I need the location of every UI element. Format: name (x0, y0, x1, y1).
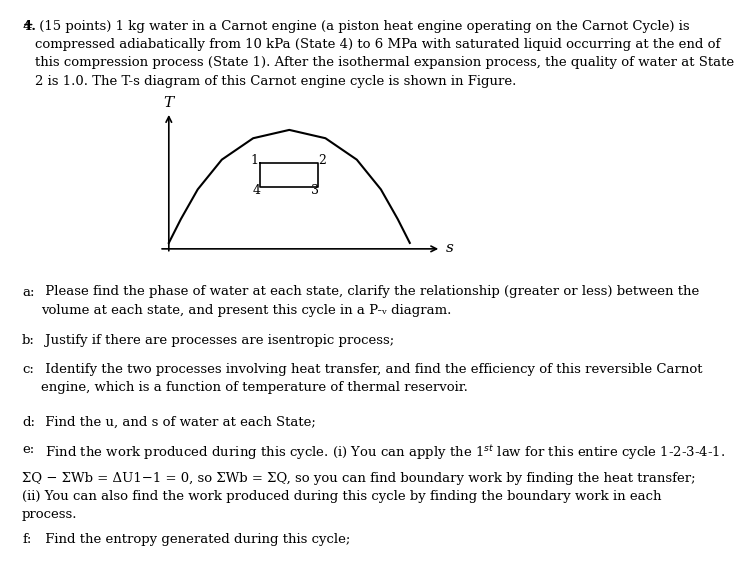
Text: T: T (164, 96, 174, 110)
Text: 4.: 4. (22, 20, 36, 33)
Text: a:: a: (22, 286, 35, 299)
Text: Please find the phase of water at each state, clarify the relationship (greater : Please find the phase of water at each s… (41, 286, 700, 317)
Text: (15 points) 1 kg water in a Carnot engine (a piston heat engine operating on the: (15 points) 1 kg water in a Carnot engin… (35, 20, 734, 87)
Text: b:: b: (22, 334, 35, 347)
Text: 2: 2 (318, 154, 326, 167)
Text: 3: 3 (311, 184, 318, 197)
Text: Find the entropy generated during this cycle;: Find the entropy generated during this c… (41, 533, 351, 546)
Text: d:: d: (22, 416, 35, 429)
Text: s: s (446, 240, 453, 255)
Text: ΣQ − ΣWb = ΔU1−1 = 0, so ΣWb = ΣQ, so you can find boundary work by finding the : ΣQ − ΣWb = ΔU1−1 = 0, so ΣWb = ΣQ, so yo… (22, 472, 695, 521)
Text: f:: f: (22, 533, 32, 546)
Text: e:: e: (22, 443, 35, 456)
Text: c:: c: (22, 363, 34, 376)
Text: Identify the two processes involving heat transfer, and find the efficiency of t: Identify the two processes involving hea… (41, 363, 703, 395)
Text: Justify if there are processes are isentropic process;: Justify if there are processes are isent… (41, 334, 395, 347)
Text: Find the work produced during this cycle. (i) You can apply the 1$^{st}$ law for: Find the work produced during this cycle… (41, 443, 725, 462)
Text: 4: 4 (253, 184, 261, 197)
Text: Find the u, and s of water at each State;: Find the u, and s of water at each State… (41, 416, 316, 429)
Text: 1: 1 (251, 154, 259, 167)
